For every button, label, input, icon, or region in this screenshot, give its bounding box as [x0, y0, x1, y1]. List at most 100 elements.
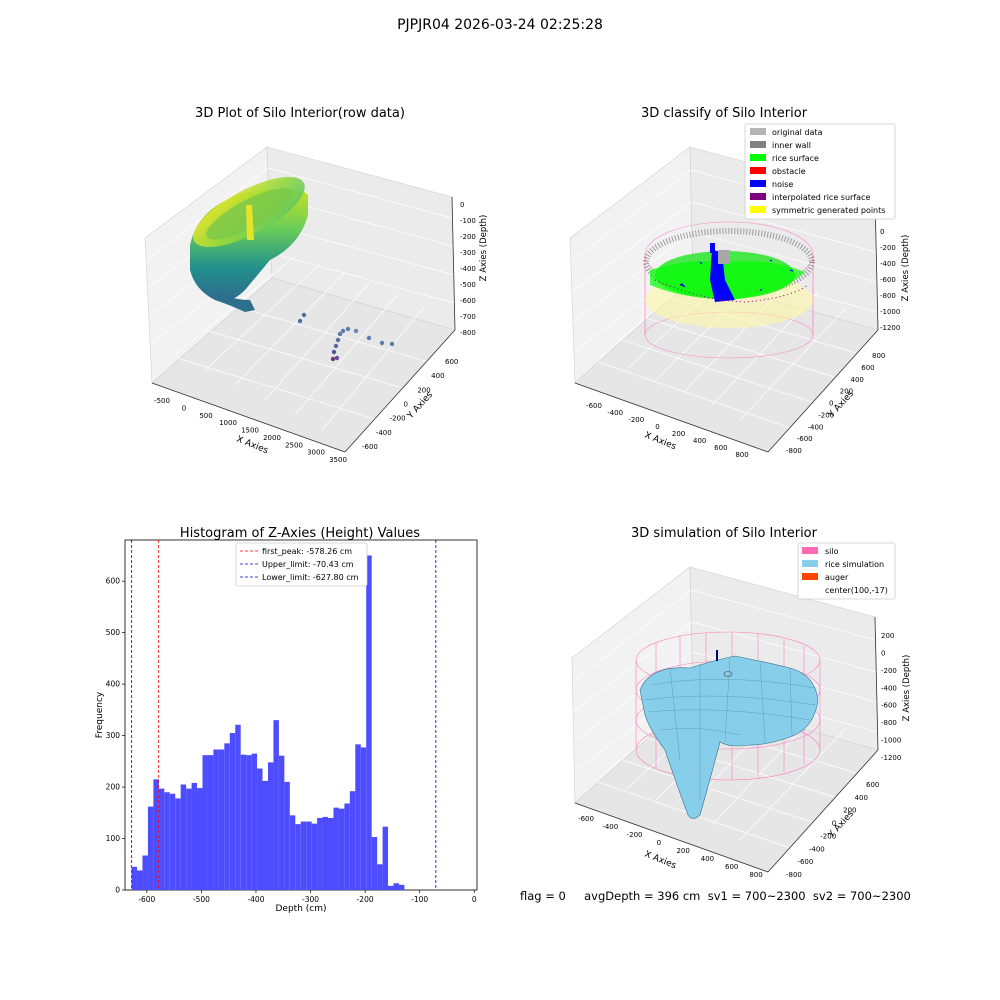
- histogram-x-ticks: -600 -500 -400 -300 -200 -100 0: [138, 890, 477, 904]
- classify-z-label: Z Axies (Depth): [901, 235, 911, 302]
- histogram-legend: first_peak: -578.26 cm Upper_limit: -70.4…: [235, 542, 368, 587]
- classify-y-tick-label: -200: [818, 411, 834, 419]
- histogram-x-tick-label: -300: [302, 895, 319, 904]
- histogram-bar: [295, 824, 301, 890]
- raw-z-tick-label: -700: [460, 313, 476, 321]
- simulation-legend-label: silo: [825, 547, 839, 556]
- histogram-bar: [158, 788, 165, 890]
- histogram-bars: [131, 555, 405, 890]
- classify-z-tick-label: -400: [880, 260, 896, 268]
- classify-x-tick-label: 800: [735, 451, 748, 459]
- histogram-bar: [142, 855, 148, 890]
- simulation-x-tick-label: 800: [749, 871, 762, 879]
- histogram-bar: [300, 821, 307, 890]
- raw-outlier-point: [337, 331, 343, 337]
- simulation-legend-label: auger: [825, 573, 849, 582]
- histogram-bar: [306, 821, 312, 890]
- classify-y-tick-label: 600: [861, 364, 874, 372]
- histogram-bar: [207, 755, 214, 890]
- histogram-bar: [169, 793, 176, 890]
- histogram-bar: [240, 754, 247, 890]
- histogram-x-tick-label: -200: [357, 895, 374, 904]
- raw-outlier-point: [345, 326, 351, 332]
- histogram-bar: [257, 768, 263, 890]
- raw-outlier-point: [340, 328, 346, 334]
- raw-outlier-point: [335, 337, 341, 343]
- classify-x-tick-label: -600: [586, 402, 602, 410]
- histogram-bar: [246, 755, 252, 890]
- figure-title: PJPJR04 2026-03-24 02:25:28: [397, 17, 603, 33]
- raw-y-label: Y Axies: [405, 390, 435, 422]
- histogram-bar: [382, 826, 389, 890]
- raw-z-label: Z Axies (Depth): [479, 215, 489, 282]
- histogram-bar: [360, 747, 367, 890]
- histogram-bar: [311, 823, 318, 890]
- simulation-x-ticks: -600 -400 -200 0 200 400 600 800: [578, 815, 763, 879]
- histogram-y-label: Frequency: [95, 691, 105, 738]
- histogram-vlines: [131, 540, 437, 890]
- raw-y-tick-label: 0: [404, 401, 408, 409]
- histogram-bar: [333, 807, 339, 890]
- histogram-bar: [137, 870, 143, 890]
- histogram-bar: [131, 866, 138, 890]
- raw-z-ticks: 0 -100 -200 -300 -400 -500 -600 -700 -800: [460, 201, 476, 337]
- histogram-bar: [338, 808, 345, 890]
- simulation-x-tick-label: 0: [657, 839, 661, 847]
- raw-x-tick-label: 500: [199, 412, 212, 420]
- histogram-bar: [186, 788, 192, 890]
- classify-plot-title: 3D classify of Silo Interior: [641, 106, 808, 121]
- classify-legend-swatch: [750, 141, 766, 148]
- histogram-bar: [273, 720, 279, 890]
- raw-x-tick-label: 2500: [285, 441, 303, 449]
- simulation-z-ticks: 200 0 -200 -400 -600 -800 -1000 -1200: [881, 632, 901, 762]
- classify-z-tick-label: -1000: [880, 308, 900, 316]
- histogram-legend-box: [235, 542, 368, 587]
- raw-x-tick-label: 3500: [329, 456, 347, 464]
- simulation-surface: [635, 631, 821, 819]
- classify-legend-swatch: [750, 167, 766, 174]
- simulation-z-tick-label: -600: [881, 702, 897, 710]
- classify-legend-label: interpolated rice surface: [772, 193, 870, 202]
- histogram-x-tick-label: -100: [411, 895, 428, 904]
- simulation-z-tick-label: -800: [881, 719, 897, 727]
- raw-x-tick-label: 1500: [241, 427, 259, 435]
- histogram-bar: [180, 784, 187, 890]
- raw-z-tick-label: -300: [460, 249, 476, 257]
- classify-y-tick-label: 800: [872, 352, 885, 360]
- histogram-x-tick-label: 0: [472, 895, 477, 904]
- histogram-bar: [229, 733, 236, 890]
- raw-z-tick-label: -600: [460, 297, 476, 305]
- raw-y-tick-label: 400: [431, 372, 444, 380]
- classify-legend-label: noise: [772, 180, 793, 189]
- histogram-bar: [191, 782, 198, 890]
- histogram-plot: -600 -500 -400 -300 -200 -100 0 0 100 200 300 400 5…: [106, 539, 478, 904]
- simulation-y-tick-label: -200: [820, 832, 836, 840]
- raw-outlier-points: [297, 312, 395, 362]
- classify-legend-label: inner wall: [772, 141, 811, 150]
- histogram-bar: [289, 815, 296, 890]
- raw-outlier-point: [379, 340, 385, 346]
- raw-plot-title: 3D Plot of Silo Interior(row data): [195, 106, 405, 121]
- simulation-x-tick-label: 200: [676, 847, 689, 855]
- raw-y-tick-label: -600: [362, 443, 378, 451]
- raw-outlier-point: [331, 349, 337, 355]
- raw-outlier-point: [297, 318, 303, 324]
- simulation-z-tick-label: -200: [881, 667, 897, 675]
- raw-x-tick-label: 1000: [219, 419, 237, 427]
- histogram-bar: [175, 798, 181, 890]
- histogram-bar: [344, 803, 350, 890]
- histogram-y-tick-label: 600: [106, 577, 121, 586]
- simulation-legend-swatch: [802, 573, 818, 580]
- classify-y-tick-label: 400: [851, 376, 864, 384]
- simulation-legend-swatch: [802, 547, 818, 554]
- classify-y-tick-label: 0: [829, 400, 833, 408]
- raw-y-tick-label: 200: [417, 386, 430, 394]
- simulation-y-ticks: 600 400 200 0 -200 -400 -600 -800: [786, 781, 879, 879]
- raw-x-ticks: -500 0 500 1000 1500 2000 2500 3000 3500: [154, 397, 347, 464]
- histogram-y-tick-label: 500: [106, 628, 121, 637]
- classify-y-ticks: 800 600 400 200 0 -200 -400 -600 -800: [786, 352, 885, 455]
- histogram-x-tick-label: -400: [247, 895, 264, 904]
- classify-legend: original data inner wall rice surface obsta…: [744, 123, 896, 220]
